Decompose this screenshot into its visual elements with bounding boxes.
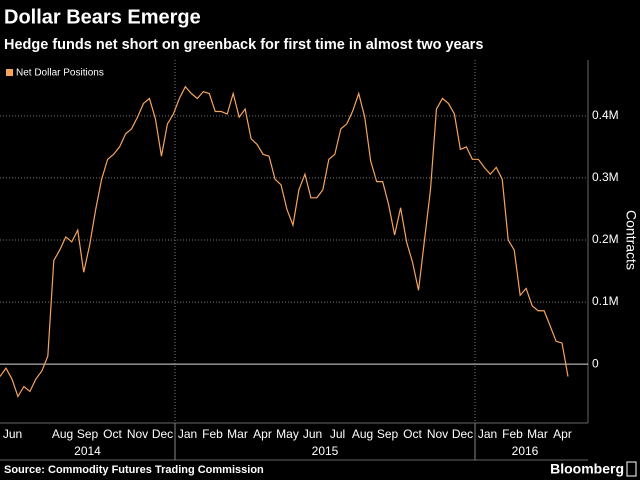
brand: Bloomberg [550, 461, 624, 477]
x-tick-label: Jun [3, 427, 22, 441]
x-tick-label: Dec [152, 427, 173, 441]
x-tick-label: Aug [352, 427, 373, 441]
x-tick-label: Dec [452, 427, 473, 441]
chart-subtitle: Hedge funds net short on greenback for f… [4, 37, 483, 53]
x-tick-label: Jan [478, 427, 497, 441]
source: Source: Commodity Futures Trading Commis… [4, 464, 264, 476]
brand-icon [626, 461, 637, 477]
x-tick-label: Nov [427, 427, 448, 441]
x-tick-label: Apr [553, 427, 572, 441]
x-tick-label: Oct [103, 427, 122, 441]
x-tick-label: Jul [330, 427, 345, 441]
x-tick-label: Oct [403, 427, 422, 441]
y-tick-label: 0.4M [592, 108, 619, 122]
year-label: 2015 [312, 444, 339, 458]
x-tick-label: Aug [52, 427, 73, 441]
x-tick-label: Mar [527, 427, 548, 441]
chart-title: Dollar Bears Emerge [4, 6, 201, 28]
legend-swatch [6, 69, 13, 76]
y-tick-label: 0 [592, 356, 599, 370]
x-tick-label: Feb [202, 427, 223, 441]
year-label: 2016 [512, 444, 539, 458]
year-label: 2014 [74, 444, 101, 458]
x-tick-label: Mar [227, 427, 248, 441]
x-tick-label: Apr [253, 427, 272, 441]
x-tick-label: Feb [502, 427, 523, 441]
y-axis-label: Contracts [623, 210, 639, 270]
data-line [0, 85, 569, 398]
y-tick-label: 0.1M [592, 294, 619, 308]
x-tick-label: Jun [303, 427, 322, 441]
x-tick-label: Jan [178, 427, 197, 441]
legend-label: Net Dollar Positions [16, 68, 104, 79]
y-tick-label: 0.2M [592, 232, 619, 246]
x-tick-label: May [276, 427, 299, 441]
x-tick-label: Nov [127, 427, 148, 441]
x-tick-label: Sep [77, 427, 99, 441]
x-tick-label: Sep [377, 427, 399, 441]
y-tick-label: 0.3M [592, 170, 619, 184]
